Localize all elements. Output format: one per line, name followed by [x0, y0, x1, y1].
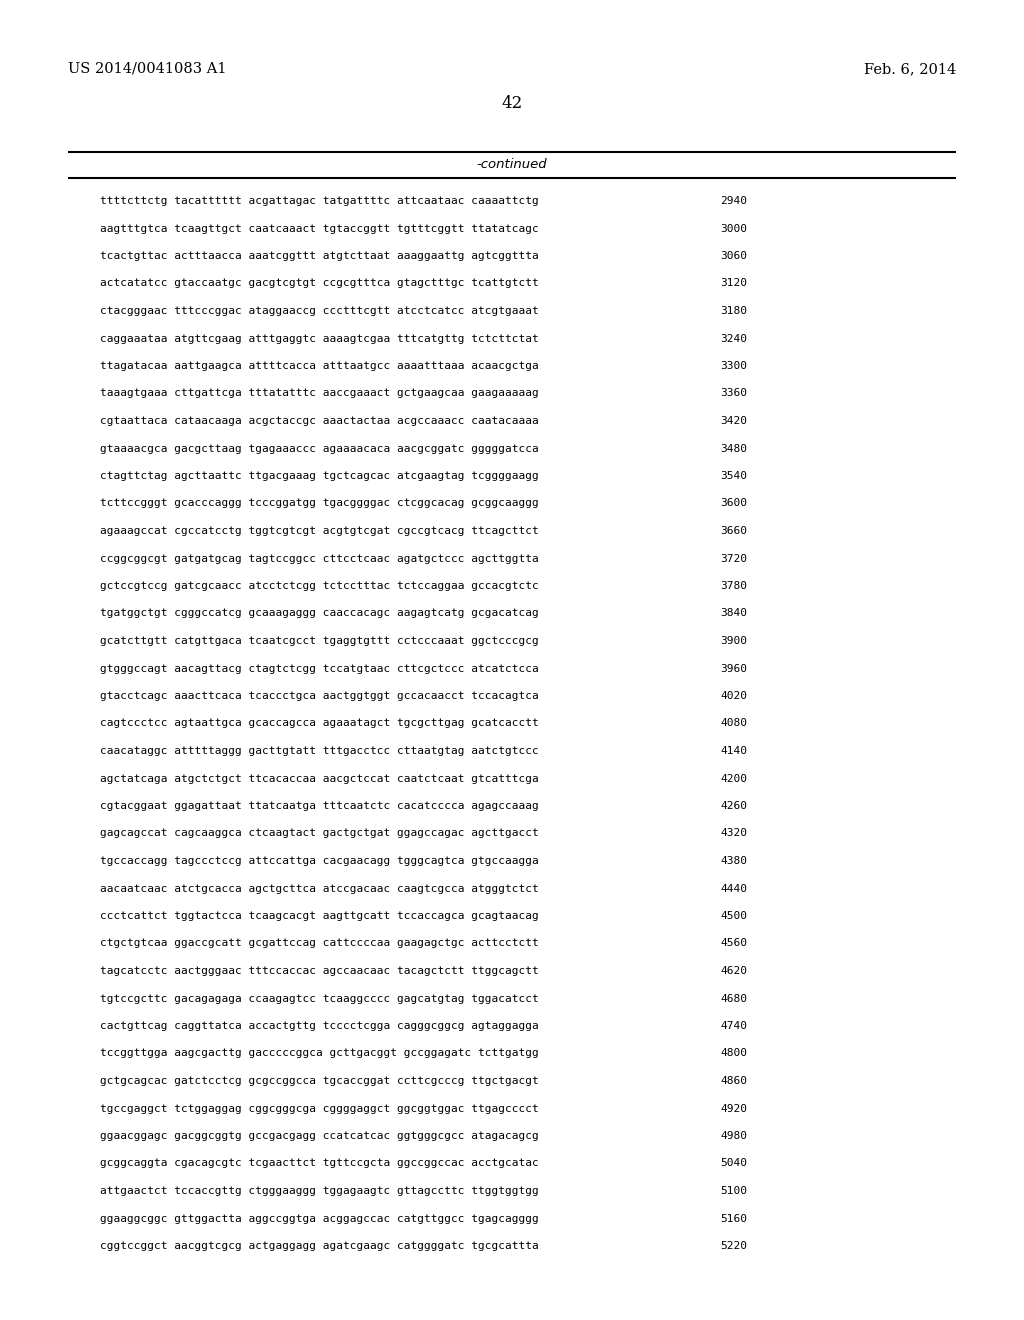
- Text: 3660: 3660: [720, 525, 746, 536]
- Text: 3360: 3360: [720, 388, 746, 399]
- Text: 3720: 3720: [720, 553, 746, 564]
- Text: aagtttgtca tcaagttgct caatcaaact tgtaccggtt tgtttcggtt ttatatcagc: aagtttgtca tcaagttgct caatcaaact tgtaccg…: [100, 223, 539, 234]
- Text: 3180: 3180: [720, 306, 746, 315]
- Text: ctagttctag agcttaattc ttgacgaaag tgctcagcac atcgaagtag tcggggaagg: ctagttctag agcttaattc ttgacgaaag tgctcag…: [100, 471, 539, 480]
- Text: gcatcttgtt catgttgaca tcaatcgcct tgaggtgttt cctcccaaat ggctcccgcg: gcatcttgtt catgttgaca tcaatcgcct tgaggtg…: [100, 636, 539, 645]
- Text: 3540: 3540: [720, 471, 746, 480]
- Text: 4440: 4440: [720, 883, 746, 894]
- Text: 5220: 5220: [720, 1241, 746, 1251]
- Text: 4680: 4680: [720, 994, 746, 1003]
- Text: gctgcagcac gatctcctcg gcgccggcca tgcaccggat ccttcgcccg ttgctgacgt: gctgcagcac gatctcctcg gcgccggcca tgcaccg…: [100, 1076, 539, 1086]
- Text: 4980: 4980: [720, 1131, 746, 1140]
- Text: ttttcttctg tacatttttt acgattagac tatgattttc attcaataac caaaattctg: ttttcttctg tacatttttt acgattagac tatgatt…: [100, 195, 539, 206]
- Text: 3240: 3240: [720, 334, 746, 343]
- Text: 4260: 4260: [720, 801, 746, 810]
- Text: 3900: 3900: [720, 636, 746, 645]
- Text: 4380: 4380: [720, 855, 746, 866]
- Text: 4320: 4320: [720, 829, 746, 838]
- Text: 4560: 4560: [720, 939, 746, 949]
- Text: gtacctcagc aaacttcaca tcaccctgca aactggtggt gccacaacct tccacagtca: gtacctcagc aaacttcaca tcaccctgca aactggt…: [100, 690, 539, 701]
- Text: caacataggc atttttaggg gacttgtatt tttgacctcc cttaatgtag aatctgtccc: caacataggc atttttaggg gacttgtatt tttgacc…: [100, 746, 539, 756]
- Text: gtaaaacgca gacgcttaag tgagaaaccc agaaaacaca aacgcggatc gggggatcca: gtaaaacgca gacgcttaag tgagaaaccc agaaaac…: [100, 444, 539, 454]
- Text: ctgctgtcaa ggaccgcatt gcgattccag cattccccaa gaagagctgc acttcctctt: ctgctgtcaa ggaccgcatt gcgattccag cattccc…: [100, 939, 539, 949]
- Text: actcatatcc gtaccaatgc gacgtcgtgt ccgcgtttca gtagctttgc tcattgtctt: actcatatcc gtaccaatgc gacgtcgtgt ccgcgtt…: [100, 279, 539, 289]
- Text: agaaagccat cgccatcctg tggtcgtcgt acgtgtcgat cgccgtcacg ttcagcttct: agaaagccat cgccatcctg tggtcgtcgt acgtgtc…: [100, 525, 539, 536]
- Text: Feb. 6, 2014: Feb. 6, 2014: [864, 62, 956, 77]
- Text: cgtaattaca cataacaaga acgctaccgc aaactactaa acgccaaacc caatacaaaa: cgtaattaca cataacaaga acgctaccgc aaactac…: [100, 416, 539, 426]
- Text: tcactgttac actttaacca aaatcggttt atgtcttaat aaaggaattg agtcggttta: tcactgttac actttaacca aaatcggttt atgtctt…: [100, 251, 539, 261]
- Text: agctatcaga atgctctgct ttcacaccaa aacgctccat caatctcaat gtcatttcga: agctatcaga atgctctgct ttcacaccaa aacgctc…: [100, 774, 539, 784]
- Text: 3300: 3300: [720, 360, 746, 371]
- Text: 3960: 3960: [720, 664, 746, 673]
- Text: 5160: 5160: [720, 1213, 746, 1224]
- Text: 3780: 3780: [720, 581, 746, 591]
- Text: 4860: 4860: [720, 1076, 746, 1086]
- Text: 3120: 3120: [720, 279, 746, 289]
- Text: ccggcggcgt gatgatgcag tagtccggcc cttcctcaac agatgctccc agcttggtta: ccggcggcgt gatgatgcag tagtccggcc cttcctc…: [100, 553, 539, 564]
- Text: tgccaccagg tagccctccg attccattga cacgaacagg tgggcagtca gtgccaagga: tgccaccagg tagccctccg attccattga cacgaac…: [100, 855, 539, 866]
- Text: 3420: 3420: [720, 416, 746, 426]
- Text: tgtccgcttc gacagagaga ccaagagtcc tcaaggcccc gagcatgtag tggacatcct: tgtccgcttc gacagagaga ccaagagtcc tcaaggc…: [100, 994, 539, 1003]
- Text: 4800: 4800: [720, 1048, 746, 1059]
- Text: tgatggctgt cgggccatcg gcaaagaggg caaccacagc aagagtcatg gcgacatcag: tgatggctgt cgggccatcg gcaaagaggg caaccac…: [100, 609, 539, 619]
- Text: 42: 42: [502, 95, 522, 112]
- Text: gtgggccagt aacagttacg ctagtctcgg tccatgtaac cttcgctccc atcatctcca: gtgggccagt aacagttacg ctagtctcgg tccatgt…: [100, 664, 539, 673]
- Text: 3600: 3600: [720, 499, 746, 508]
- Text: cactgttcag caggttatca accactgttg tcccctcgga cagggcggcg agtaggagga: cactgttcag caggttatca accactgttg tcccctc…: [100, 1020, 539, 1031]
- Text: 4620: 4620: [720, 966, 746, 975]
- Text: caggaaataa atgttcgaag atttgaggtc aaaagtcgaa tttcatgttg tctcttctat: caggaaataa atgttcgaag atttgaggtc aaaagtc…: [100, 334, 539, 343]
- Text: 4500: 4500: [720, 911, 746, 921]
- Text: gctccgtccg gatcgcaacc atcctctcgg tctcctttac tctccaggaa gccacgtctc: gctccgtccg gatcgcaacc atcctctcgg tctcctt…: [100, 581, 539, 591]
- Text: ggaacggagc gacggcggtg gccgacgagg ccatcatcac ggtgggcgcc atagacagcg: ggaacggagc gacggcggtg gccgacgagg ccatcat…: [100, 1131, 539, 1140]
- Text: 3480: 3480: [720, 444, 746, 454]
- Text: aacaatcaac atctgcacca agctgcttca atccgacaac caagtcgcca atgggtctct: aacaatcaac atctgcacca agctgcttca atccgac…: [100, 883, 539, 894]
- Text: gagcagccat cagcaaggca ctcaagtact gactgctgat ggagccagac agcttgacct: gagcagccat cagcaaggca ctcaagtact gactgct…: [100, 829, 539, 838]
- Text: 4080: 4080: [720, 718, 746, 729]
- Text: 4740: 4740: [720, 1020, 746, 1031]
- Text: attgaactct tccaccgttg ctgggaaggg tggagaagtc gttagccttc ttggtggtgg: attgaactct tccaccgttg ctgggaaggg tggagaa…: [100, 1185, 539, 1196]
- Text: ggaaggcggc gttggactta aggccggtga acggagccac catgttggcc tgagcagggg: ggaaggcggc gttggactta aggccggtga acggagc…: [100, 1213, 539, 1224]
- Text: cggtccggct aacggtcgcg actgaggagg agatcgaagc catggggatc tgcgcattta: cggtccggct aacggtcgcg actgaggagg agatcga…: [100, 1241, 539, 1251]
- Text: tgccgaggct tctggaggag cggcgggcga cggggaggct ggcggtggac ttgagcccct: tgccgaggct tctggaggag cggcgggcga cggggag…: [100, 1104, 539, 1114]
- Text: 3060: 3060: [720, 251, 746, 261]
- Text: ctacgggaac tttcccggac ataggaaccg ccctttcgtt atcctcatcc atcgtgaaat: ctacgggaac tttcccggac ataggaaccg ccctttc…: [100, 306, 539, 315]
- Text: cagtccctcc agtaattgca gcaccagcca agaaatagct tgcgcttgag gcatcacctt: cagtccctcc agtaattgca gcaccagcca agaaata…: [100, 718, 539, 729]
- Text: tagcatcctc aactgggaac tttccaccac agccaacaac tacagctctt ttggcagctt: tagcatcctc aactgggaac tttccaccac agccaac…: [100, 966, 539, 975]
- Text: taaagtgaaa cttgattcga tttatatttc aaccgaaact gctgaagcaa gaagaaaaag: taaagtgaaa cttgattcga tttatatttc aaccgaa…: [100, 388, 539, 399]
- Text: 4020: 4020: [720, 690, 746, 701]
- Text: 5040: 5040: [720, 1159, 746, 1168]
- Text: 5100: 5100: [720, 1185, 746, 1196]
- Text: 2940: 2940: [720, 195, 746, 206]
- Text: 4140: 4140: [720, 746, 746, 756]
- Text: ttagatacaa aattgaagca attttcacca atttaatgcc aaaatttaaa acaacgctga: ttagatacaa aattgaagca attttcacca atttaat…: [100, 360, 539, 371]
- Text: gcggcaggta cgacagcgtc tcgaacttct tgttccgcta ggccggccac acctgcatac: gcggcaggta cgacagcgtc tcgaacttct tgttccg…: [100, 1159, 539, 1168]
- Text: tccggttgga aagcgacttg gacccccggca gcttgacggt gccggagatc tcttgatgg: tccggttgga aagcgacttg gacccccggca gcttga…: [100, 1048, 539, 1059]
- Text: ccctcattct tggtactcca tcaagcacgt aagttgcatt tccaccagca gcagtaacag: ccctcattct tggtactcca tcaagcacgt aagttgc…: [100, 911, 539, 921]
- Text: US 2014/0041083 A1: US 2014/0041083 A1: [68, 62, 226, 77]
- Text: -continued: -continued: [477, 158, 547, 172]
- Text: 3000: 3000: [720, 223, 746, 234]
- Text: cgtacggaat ggagattaat ttatcaatga tttcaatctc cacatcccca agagccaaag: cgtacggaat ggagattaat ttatcaatga tttcaat…: [100, 801, 539, 810]
- Text: tcttccgggt gcacccaggg tcccggatgg tgacggggac ctcggcacag gcggcaaggg: tcttccgggt gcacccaggg tcccggatgg tgacggg…: [100, 499, 539, 508]
- Text: 3840: 3840: [720, 609, 746, 619]
- Text: 4920: 4920: [720, 1104, 746, 1114]
- Text: 4200: 4200: [720, 774, 746, 784]
